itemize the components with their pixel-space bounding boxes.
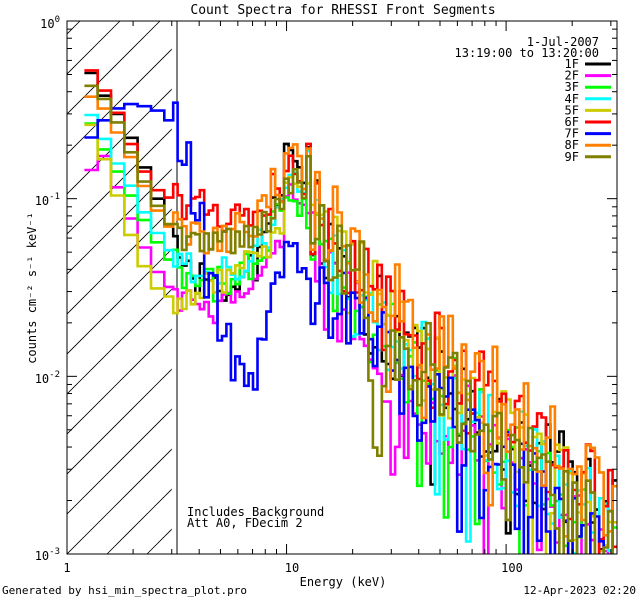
- legend-label-6f: 6F: [565, 115, 579, 129]
- series-line-7f: [84, 101, 606, 554]
- legend-label-3f: 3F: [565, 80, 579, 94]
- y-tick-exponent: 0: [55, 15, 60, 25]
- time-range-label: 13:19:00 to 13:20:00: [455, 46, 600, 60]
- x-tick-label: 100: [501, 561, 523, 575]
- axis-ticks: [66, 20, 617, 555]
- legend-label-2f: 2F: [565, 69, 579, 83]
- hatch-line: [67, 21, 81, 35]
- y-tick-base: 10: [40, 17, 54, 31]
- series-line-2f: [84, 154, 610, 554]
- x-tick-label: 1: [63, 561, 70, 575]
- x-tick-labels: 1 10 100: [63, 561, 522, 575]
- hatch-line: [67, 21, 121, 75]
- hatch-line: [67, 128, 172, 235]
- annotation-attenuator: Att A0, FDecim 2: [187, 516, 303, 530]
- hatch-line: [67, 208, 172, 315]
- hatch-line: [67, 448, 172, 554]
- y-tick-label: 10-1: [35, 192, 60, 208]
- hatch-line: [67, 248, 172, 355]
- hatch-line: [67, 21, 161, 115]
- annotation-background: Includes Background: [187, 505, 324, 519]
- plot-frame: [66, 20, 618, 555]
- x-axis-label: Energy (keV): [300, 575, 387, 589]
- y-tick-label: 10-2: [35, 370, 60, 386]
- y-tick-base: 10: [35, 372, 49, 386]
- y-tick-exponent: -1: [49, 192, 60, 202]
- y-axis-label: counts cm⁻² s⁻¹ keV⁻¹: [25, 212, 39, 364]
- legend-label-1f: 1F: [565, 57, 579, 71]
- footer-timestamp: 12-Apr-2023 02:20: [523, 584, 636, 597]
- legend-label-8f: 8F: [565, 138, 579, 152]
- series-line-9f: [84, 84, 614, 554]
- x-tick-label: 10: [285, 561, 299, 575]
- y-tick-label: 100: [40, 15, 60, 31]
- footer-generator: Generated by hsi_min_spectra_plot.pro: [2, 584, 247, 597]
- series-layer: [84, 69, 617, 554]
- y-tick-base: 10: [35, 194, 49, 208]
- legend-label-7f: 7F: [565, 127, 579, 141]
- y-tick-exponent: -2: [49, 370, 60, 380]
- y-tick-base: 10: [35, 549, 49, 563]
- legend-label-4f: 4F: [565, 92, 579, 106]
- y-tick-exponent: -3: [49, 547, 60, 557]
- y-tick-label: 10-3: [35, 547, 60, 563]
- chart-title: Count Spectra for RHESSI Front Segments: [190, 3, 495, 18]
- legend-label-5f: 5F: [565, 103, 579, 117]
- date-label: 1-Jul-2007: [527, 35, 599, 49]
- y-tick-labels: 100 10-1 10-2 10-3: [35, 15, 60, 563]
- legend-label-9f: 9F: [565, 150, 579, 164]
- hatch-line: [67, 408, 172, 515]
- hatch-line: [67, 368, 172, 475]
